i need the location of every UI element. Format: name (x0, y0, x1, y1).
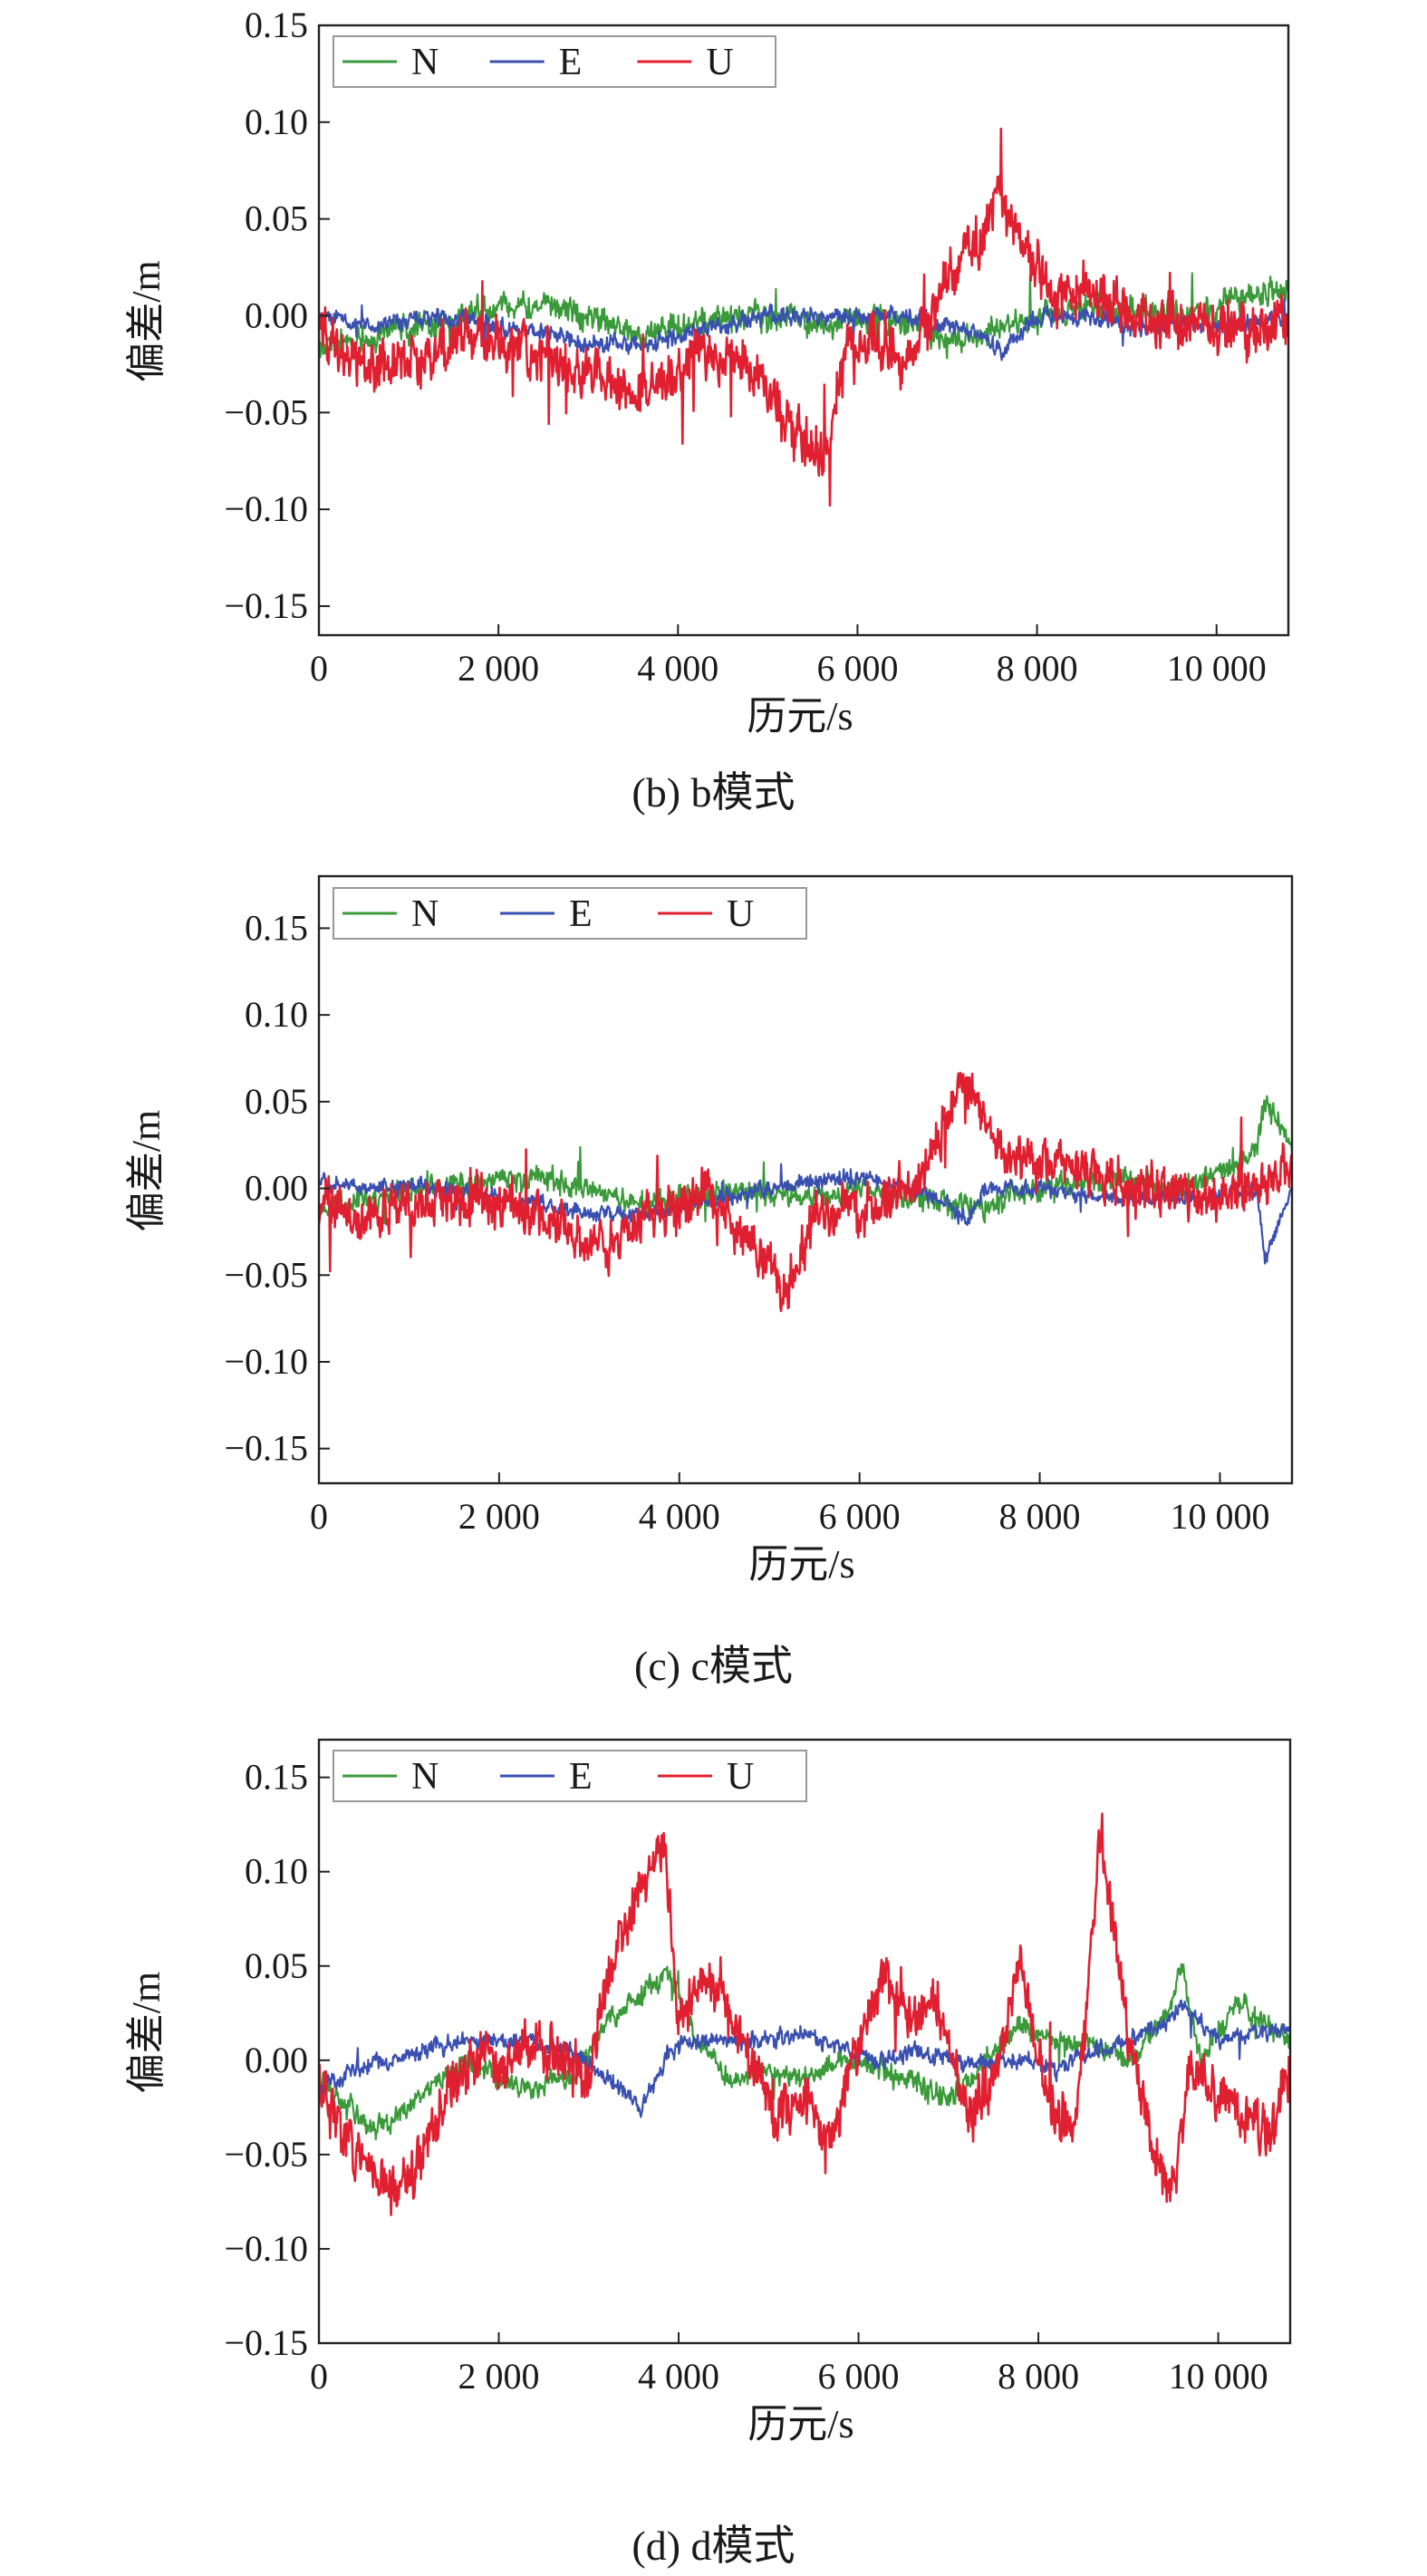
legend-label-N: N (411, 42, 439, 83)
chart-d: 0.15 0.10 0.05 0.00 −0.05 −0.10 −0.150 2 000 4 0… (124, 1738, 1292, 2446)
x-tick-label: 8 000 (997, 648, 1078, 689)
x-tick-label: 10 000 (1167, 648, 1267, 689)
y-tick-label: −0.05 (224, 1254, 308, 1295)
x-tick-label: 10 000 (1170, 1496, 1269, 1537)
chart-caption-d: (d) d模式 (632, 2523, 795, 2569)
plot-area (319, 1071, 1292, 1313)
x-axis-title: 历元/s (747, 2402, 853, 2446)
y-tick-label: 0.10 (245, 101, 308, 142)
y-axis-title: 偏差/m (124, 1110, 169, 1231)
x-tick-label: 2 000 (458, 648, 539, 689)
y-tick-label: −0.15 (224, 1428, 308, 1469)
legend-label-E: E (569, 893, 593, 935)
y-tick-label: −0.05 (224, 2134, 308, 2175)
x-tick-label: 4 000 (639, 1496, 720, 1537)
y-tick-label: 0.05 (245, 1081, 308, 1122)
plot-area (319, 1812, 1290, 2216)
legend-label-N: N (411, 893, 439, 935)
legend-label-E: E (559, 42, 583, 83)
y-tick-label: 0.15 (245, 1757, 308, 1798)
series-line-U (319, 127, 1288, 507)
legend-box (333, 887, 807, 940)
x-tick-label: 6 000 (818, 2356, 900, 2397)
plot-area (319, 127, 1288, 507)
chart-c: 0.15 0.10 0.05 0.00 −0.05 −0.10 −0.150 2 000 4 0… (124, 874, 1294, 1587)
y-tick-label: 0.05 (245, 198, 308, 239)
y-tick-label: 0.15 (245, 907, 308, 948)
series-line-U (319, 1812, 1290, 2216)
x-tick-label: 0 (310, 2356, 328, 2397)
legend-box (333, 1750, 807, 1802)
x-tick-label: 4 000 (638, 2356, 719, 2397)
y-tick-label: −0.10 (224, 488, 308, 529)
plot-frame (317, 874, 1294, 1485)
legend-box (333, 35, 776, 88)
y-tick-label: −0.10 (224, 2228, 308, 2269)
chart-caption-c: (c) c模式 (634, 1643, 793, 1689)
plot-frame (317, 24, 1290, 637)
legend-label-E: E (569, 1756, 593, 1798)
y-tick-label: 0.15 (245, 5, 308, 45)
legend-label-U: U (727, 1756, 754, 1798)
x-tick-label: 0 (310, 648, 328, 689)
chart-panel-b: 0.15 0.10 0.05 0.00 −0.05 −0.10 −0.15 0 2 000 4 0… (0, 0, 1427, 815)
x-tick-label: 8 000 (998, 2356, 1079, 2397)
x-axis-title: 历元/s (747, 694, 853, 738)
legend-label-U: U (706, 42, 733, 83)
x-tick-label: 0 (310, 1496, 328, 1537)
plot-frame (317, 1738, 1292, 2345)
y-tick-label: 0.00 (245, 2040, 308, 2080)
chart-panel-c: 0.15 0.10 0.05 0.00 −0.05 −0.10 −0.15 0 2 000 4 0… (0, 861, 1427, 1703)
y-tick-label: 0.00 (245, 294, 308, 335)
y-tick-label: 0.00 (245, 1168, 308, 1209)
y-tick-label: −0.05 (224, 391, 308, 432)
legend-label-U: U (727, 893, 754, 935)
y-tick-label: 0.05 (245, 1945, 308, 1986)
y-axis-title: 偏差/m (124, 260, 169, 381)
x-tick-label: 8 000 (999, 1496, 1081, 1537)
x-tick-label: 6 000 (819, 1496, 901, 1537)
x-tick-label: 4 000 (637, 648, 718, 689)
x-tick-label: 2 000 (458, 2356, 540, 2397)
y-tick-label: −0.15 (224, 585, 308, 626)
chart-b: 0.15 0.10 0.05 0.00 −0.05 −0.10 −0.150 2 000 4 0… (124, 5, 1290, 738)
y-tick-label: 0.10 (245, 1851, 308, 1892)
x-tick-label: 2 000 (458, 1496, 540, 1537)
chart-panel-d: 0.15 0.10 0.05 0.00 −0.05 −0.10 −0.15 0 2 000 4 0… (0, 1731, 1427, 2576)
y-tick-label: −0.15 (224, 2322, 308, 2363)
legend-label-N: N (411, 1756, 439, 1798)
series-line-U (319, 1071, 1292, 1313)
x-tick-label: 10 000 (1169, 2356, 1268, 2397)
y-tick-label: −0.10 (224, 1341, 308, 1382)
y-axis-title: 偏差/m (124, 1972, 169, 2093)
x-axis-title: 历元/s (748, 1542, 854, 1587)
y-tick-label: 0.10 (245, 994, 308, 1035)
chart-caption-b: (b) b模式 (632, 769, 795, 815)
x-tick-label: 6 000 (816, 648, 898, 689)
